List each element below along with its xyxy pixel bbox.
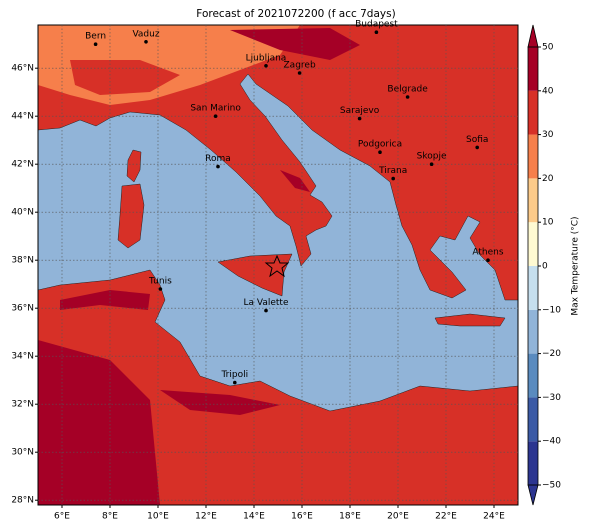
- africa-hot: [38, 290, 280, 505]
- colorbar-band: [528, 397, 538, 442]
- city-dot: [486, 258, 490, 263]
- y-tick-label: 32°N: [11, 400, 34, 410]
- city-dot: [264, 64, 268, 68]
- city-dot: [405, 95, 410, 99]
- colorbar-band: [528, 90, 538, 135]
- y-tick-label: 40°N: [11, 208, 34, 218]
- x-tick-label: 6°E: [54, 512, 70, 522]
- y-tick-label: 34°N: [11, 352, 34, 362]
- colorbar-band: [528, 222, 538, 266]
- city-dot: [378, 150, 382, 154]
- city-label: San Marino: [190, 104, 241, 114]
- city-label: Ljubljana: [246, 53, 287, 63]
- city-label: Podgorica: [358, 140, 402, 150]
- colorbar-label: Max Temperature (°C): [571, 216, 581, 315]
- colorbar-tick-label: 10: [542, 218, 554, 228]
- city-dot: [213, 114, 218, 118]
- sardinia: [117, 183, 145, 249]
- city-dot: [297, 71, 302, 75]
- colorbar-band: [528, 178, 538, 223]
- city-dot: [264, 308, 268, 313]
- sicily: [217, 253, 293, 297]
- corsica: [126, 149, 142, 183]
- city-label: Tripoli: [220, 370, 248, 380]
- y-tick-label: 44°N: [11, 112, 34, 122]
- colorbar-tick-label: −10: [542, 305, 561, 315]
- colorbar-band: [528, 353, 538, 398]
- y-tick-label: 28°N: [11, 496, 34, 506]
- city-label: Budapest: [355, 20, 398, 30]
- colorbar-band: [528, 266, 538, 310]
- colorbar-tick-label: 0: [542, 262, 548, 272]
- colorbar-extend-top: [527, 24, 539, 48]
- colorbar-band: [528, 134, 538, 179]
- city-dot: [429, 162, 434, 166]
- map-area: [38, 25, 518, 505]
- colorbar-band: [528, 441, 538, 485]
- y-tick-label: 38°N: [11, 256, 34, 266]
- north-hot: [230, 28, 360, 60]
- city-dot: [475, 145, 480, 150]
- event-star: [264, 254, 290, 278]
- city-label: La Valette: [244, 298, 289, 308]
- city-label: Tirana: [378, 166, 407, 176]
- colorbar-tick-label: 30: [542, 130, 554, 140]
- colorbar-tick-label: 20: [542, 174, 554, 184]
- colorbar-band: [528, 47, 538, 91]
- city-dot: [357, 116, 362, 121]
- balkan-hot: [280, 170, 310, 192]
- city-dot: [158, 287, 163, 291]
- colorbar-band: [528, 309, 538, 354]
- title: Forecast of 2021072200 (f acc 7days): [196, 8, 395, 20]
- city-label: Roma: [205, 154, 231, 164]
- y-tick-label: 46°N: [11, 64, 34, 74]
- x-tick-label: 20°E: [387, 512, 409, 522]
- x-tick-label: 10°E: [147, 512, 169, 522]
- x-tick-label: 14°E: [243, 512, 265, 522]
- city-label: Sofia: [466, 135, 488, 145]
- city-dot: [93, 42, 98, 46]
- city-label: Tunis: [148, 277, 172, 287]
- y-tick-label: 36°N: [11, 304, 34, 314]
- city-label: Belgrade: [387, 85, 428, 95]
- x-tick-label: 18°E: [339, 512, 361, 522]
- colorbar-tick-label: −30: [542, 393, 561, 403]
- city-dot: [233, 380, 237, 385]
- city-label: Sarajevo: [340, 106, 380, 116]
- city-dot: [144, 40, 148, 44]
- colorbar-extend-bottom: [527, 484, 539, 506]
- city-label: Vaduz: [132, 29, 159, 39]
- crete: [434, 313, 506, 327]
- x-tick-label: 16°E: [291, 512, 313, 522]
- alps-warm: [70, 60, 180, 95]
- y-tick-label: 30°N: [11, 448, 34, 458]
- map-frame: [37, 24, 519, 506]
- city-label: Bern: [85, 32, 106, 42]
- colorbar-tick-label: −20: [542, 349, 561, 359]
- city-label: Athens: [472, 248, 503, 258]
- x-tick-label: 24°E: [483, 512, 505, 522]
- colorbar-tick-label: −40: [542, 437, 561, 447]
- colorbar-tick-label: 40: [542, 86, 554, 96]
- x-tick-label: 8°E: [102, 512, 118, 522]
- x-tick-label: 22°E: [435, 512, 457, 522]
- x-tick-label: 12°E: [195, 512, 217, 522]
- city-label: Skopje: [417, 152, 447, 162]
- colorbar-tick-label: −50: [542, 481, 561, 491]
- city-dot: [216, 164, 220, 169]
- y-tick-label: 42°N: [11, 160, 34, 170]
- city-label: Zagreb: [284, 61, 316, 71]
- colorbar-tick-label: 50: [542, 43, 554, 53]
- city-dot: [374, 30, 379, 34]
- city-dot: [391, 176, 396, 181]
